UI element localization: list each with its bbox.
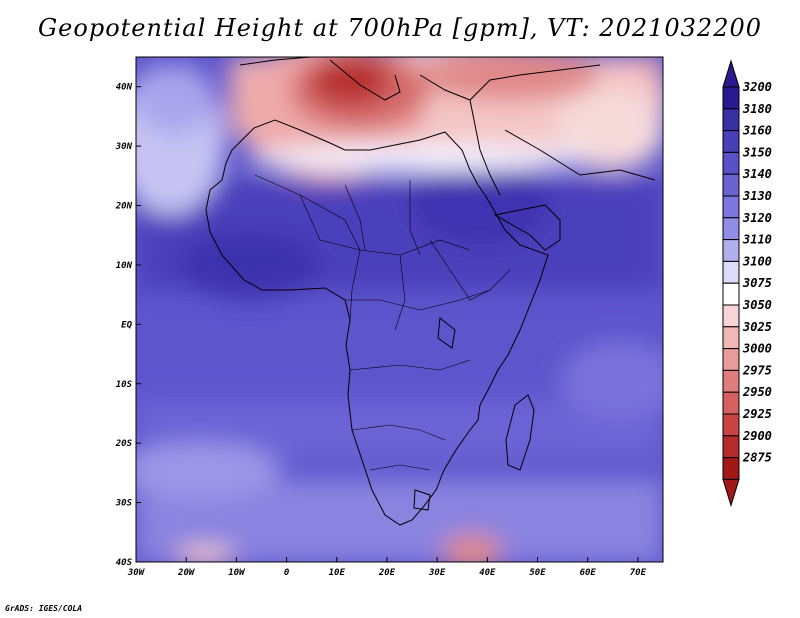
colorbar-swatch <box>722 195 740 219</box>
colorbar-min-arrow <box>722 478 740 508</box>
colorbar-label: 3120 <box>742 211 772 225</box>
colorbar-label: 2950 <box>742 385 772 399</box>
x-tick-label: 40E <box>479 568 496 578</box>
y-tick-label: 40S <box>116 558 133 568</box>
colorbar-swatch <box>722 282 740 306</box>
height-field <box>136 57 663 562</box>
colorbar-label: 2875 <box>742 451 772 465</box>
x-axis: 30W 20W 10W 0 10E 20E 30E 40E 50E 60E 70E <box>127 557 647 578</box>
x-tick-label: 10W <box>228 568 246 578</box>
colorbar-swatch <box>722 457 740 480</box>
colorbar-swatch <box>722 413 740 437</box>
colorbar-label: 3050 <box>742 298 772 312</box>
y-tick-label: 20N <box>115 202 133 212</box>
colorbar-swatch <box>722 130 740 153</box>
x-tick-label: 10E <box>329 568 346 578</box>
x-tick-label: 50E <box>529 568 546 578</box>
colorbar-swatch <box>722 239 740 262</box>
y-tick-label: 10N <box>116 261 133 271</box>
colorbar-label: 3075 <box>742 276 772 290</box>
colorbar-swatch <box>722 151 740 175</box>
map-frame <box>135 56 664 563</box>
x-tick-label: 30W <box>127 568 146 578</box>
colorbar-label: 3000 <box>742 342 772 356</box>
y-tick-label: 10S <box>116 380 133 390</box>
x-tick-label: 30E <box>428 568 446 578</box>
colorbar-swatch <box>722 304 740 328</box>
colorbar-label: 3150 <box>742 145 772 159</box>
colorbar-label: 3200 <box>742 80 772 94</box>
colorbar-swatch <box>722 217 740 241</box>
x-tick-label: 60E <box>580 568 597 578</box>
colorbar-label: 3160 <box>742 124 772 138</box>
colorbar-swatch <box>722 260 740 284</box>
colorbar-label: 3130 <box>742 189 772 203</box>
y-tick-label: 30S <box>115 499 133 509</box>
colorbar-label: 2975 <box>742 363 772 377</box>
colorbar-label: 3180 <box>742 102 772 116</box>
colorbar-swatch <box>722 435 740 459</box>
country-borders <box>254 174 511 471</box>
colorbar-label: 2925 <box>742 407 772 421</box>
colorbar-swatch <box>722 326 740 350</box>
x-tick-label: 70E <box>630 568 647 578</box>
y-tick-label: EQ <box>121 320 132 330</box>
map-title: Geopotential Height at 700hPa [gpm], VT:… <box>38 14 762 42</box>
colorbar-swatch <box>722 369 740 393</box>
y-tick-label: 20S <box>115 439 133 449</box>
x-tick-label: 20W <box>177 568 196 578</box>
coastlines <box>205 57 656 526</box>
colorbar-swatch <box>722 173 740 197</box>
colorbar-label: 3140 <box>742 167 772 181</box>
colorbar-swatch <box>722 86 740 110</box>
footer-credit: GrADS: IGES/COLA <box>5 604 83 613</box>
y-tick-label: 30N <box>115 142 133 152</box>
colorbar: 3200 3180 3160 3150 3140 3130 3120 3110 3100 3075… <box>722 59 772 508</box>
colorbar-swatch <box>722 348 740 371</box>
colorbar-swatch <box>722 391 740 415</box>
colorbar-label: 2900 <box>742 429 772 443</box>
y-tick-label: 40N <box>116 83 133 93</box>
y-axis: 40N 30N 20N 10N EQ 10S 20S 30S 40S <box>115 83 141 568</box>
colorbar-label: 3100 <box>742 254 772 268</box>
colorbar-label: 3025 <box>742 320 772 334</box>
colorbar-label: 3110 <box>742 233 772 247</box>
x-tick-label: 20E <box>378 568 396 578</box>
colorbar-swatch <box>722 108 740 132</box>
colorbar-max-arrow <box>722 59 740 88</box>
x-tick-label: 0 <box>284 568 290 578</box>
